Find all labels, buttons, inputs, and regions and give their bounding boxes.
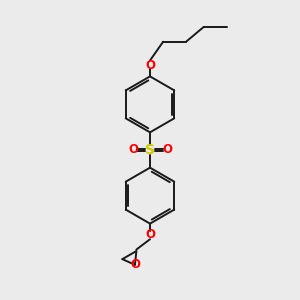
Text: O: O xyxy=(162,143,172,157)
Text: O: O xyxy=(130,258,140,271)
Text: S: S xyxy=(145,143,155,157)
Text: O: O xyxy=(128,143,138,157)
Text: O: O xyxy=(145,59,155,72)
Text: O: O xyxy=(145,228,155,241)
